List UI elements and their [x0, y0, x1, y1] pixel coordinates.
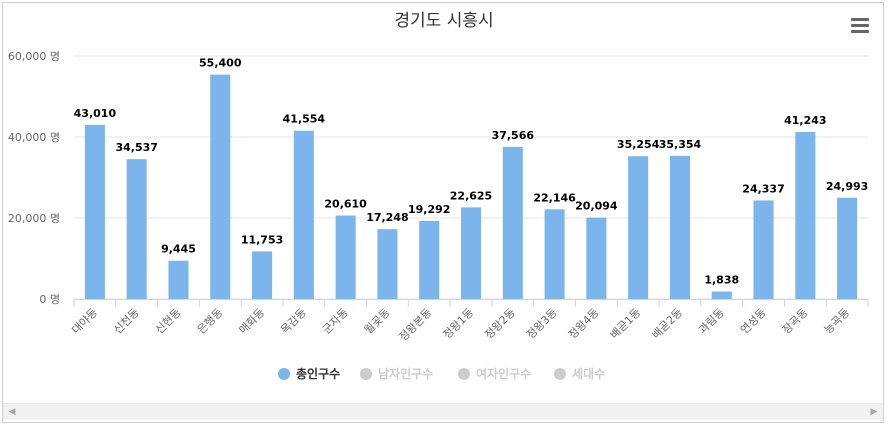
legend-item[interactable]: 총인구수	[278, 366, 340, 381]
x-tick-label: 정왕4동	[566, 306, 602, 342]
bar[interactable]	[126, 159, 147, 299]
horizontal-scrollbar[interactable]: ◀ ▶	[3, 403, 883, 420]
bars	[84, 74, 858, 299]
bar[interactable]	[628, 156, 649, 299]
grid-lines	[73, 55, 869, 307]
bar[interactable]	[544, 209, 565, 299]
bar[interactable]	[252, 251, 273, 299]
x-tick-label: 신현동	[153, 306, 184, 337]
hamburger-menu-icon[interactable]	[849, 16, 871, 36]
x-tick-label: 은행동	[195, 306, 226, 337]
data-label: 1,838	[704, 274, 739, 287]
legend-marker	[360, 368, 372, 380]
x-tick-label: 정왕1동	[441, 306, 477, 342]
bar[interactable]	[711, 291, 732, 299]
bar[interactable]	[795, 131, 816, 299]
x-tick-label: 정왕본동	[397, 306, 435, 344]
bar[interactable]	[377, 229, 398, 299]
data-label: 35,254	[617, 138, 660, 151]
legend: 총인구수 남자인구수 여자인구수 세대수	[278, 366, 605, 381]
data-label: 35,354	[659, 138, 702, 151]
data-label: 34,537	[115, 141, 157, 154]
data-label: 22,146	[533, 191, 576, 204]
data-label: 24,337	[742, 182, 784, 195]
data-label: 19,292	[408, 203, 450, 216]
x-tick-label: 대야동	[69, 306, 100, 337]
bar[interactable]	[84, 124, 105, 299]
bar[interactable]	[837, 197, 858, 299]
legend-item[interactable]: 세대수	[554, 366, 605, 381]
bar[interactable]	[502, 146, 523, 299]
chart-title: 경기도 시흥시	[394, 11, 493, 31]
x-tick-label: 연성동	[738, 306, 769, 337]
y-tick-label: 20,000 명	[8, 212, 60, 225]
y-tick-label: 40,000 명	[8, 131, 60, 144]
legend-label: 남자인구수	[378, 366, 433, 381]
x-tick-label: 배곧2동	[649, 306, 685, 342]
bar[interactable]	[168, 260, 189, 299]
data-labels: 43,010 34,537 9,445 55,400 11,753 41,554 20,61…	[74, 57, 869, 287]
scroll-right-arrow-icon[interactable]: ▶	[870, 407, 878, 417]
legend-item[interactable]: 남자인구수	[360, 366, 433, 381]
legend-marker	[458, 368, 470, 380]
y-axis-labels: 0 명 20,000 명 40,000 명 60,000 명	[8, 50, 60, 306]
data-label: 17,248	[366, 211, 408, 224]
bar[interactable]	[210, 74, 231, 299]
scroll-left-arrow-icon[interactable]: ◀	[8, 407, 16, 417]
bar[interactable]	[669, 155, 690, 299]
data-label: 20,610	[324, 198, 367, 211]
legend-label: 여자인구수	[476, 366, 531, 381]
x-tick-label: 장곡동	[780, 306, 811, 337]
data-label: 11,753	[241, 233, 283, 246]
legend-label: 세대수	[572, 366, 605, 381]
data-label: 22,625	[450, 189, 492, 202]
x-tick-label: 정왕3동	[524, 306, 560, 342]
x-tick-label: 과림동	[696, 306, 727, 337]
data-label: 41,243	[784, 114, 826, 127]
bar[interactable]	[586, 217, 607, 299]
x-tick-label: 정왕2동	[482, 306, 518, 342]
x-tick-label: 신천동	[110, 305, 141, 336]
y-tick-label: 0 명	[39, 293, 60, 306]
data-label: 41,554	[283, 113, 326, 126]
data-label: 43,010	[74, 107, 117, 120]
x-tick-label: 월곶동	[362, 306, 393, 337]
data-label: 20,094	[575, 200, 618, 213]
bar[interactable]	[293, 130, 314, 299]
data-label: 55,400	[199, 57, 242, 70]
x-tick-label: 능곡동	[822, 306, 853, 337]
legend-item[interactable]: 여자인구수	[458, 366, 531, 381]
x-tick-label: 배곧1동	[608, 306, 644, 342]
x-tick-label: 목감동	[278, 306, 309, 337]
legend-marker	[278, 368, 290, 380]
legend-marker	[554, 368, 566, 380]
bar[interactable]	[753, 200, 774, 299]
x-tick-label: 매화동	[237, 306, 268, 337]
x-tick-label: 군자동	[320, 306, 351, 337]
bar[interactable]	[460, 207, 482, 299]
x-axis-labels: 대야동 신천동 신현동 은행동 매화동 목감동 군자동 월곶동 정왕본동 정왕1동 정왕2동 정왕3동…	[69, 305, 852, 344]
legend-label: 총인구수	[296, 366, 340, 381]
data-label: 24,993	[826, 180, 868, 193]
bar[interactable]	[335, 215, 356, 299]
y-tick-label: 60,000 명	[8, 50, 60, 63]
chart-container	[2, 2, 884, 423]
data-label: 37,566	[492, 129, 535, 142]
data-label: 9,445	[161, 243, 196, 256]
bar-chart: 경기도 시흥시 0 명 20,000 명 40,000 명 60,000 명 43,0…	[8, 11, 869, 381]
bar[interactable]	[419, 220, 440, 299]
